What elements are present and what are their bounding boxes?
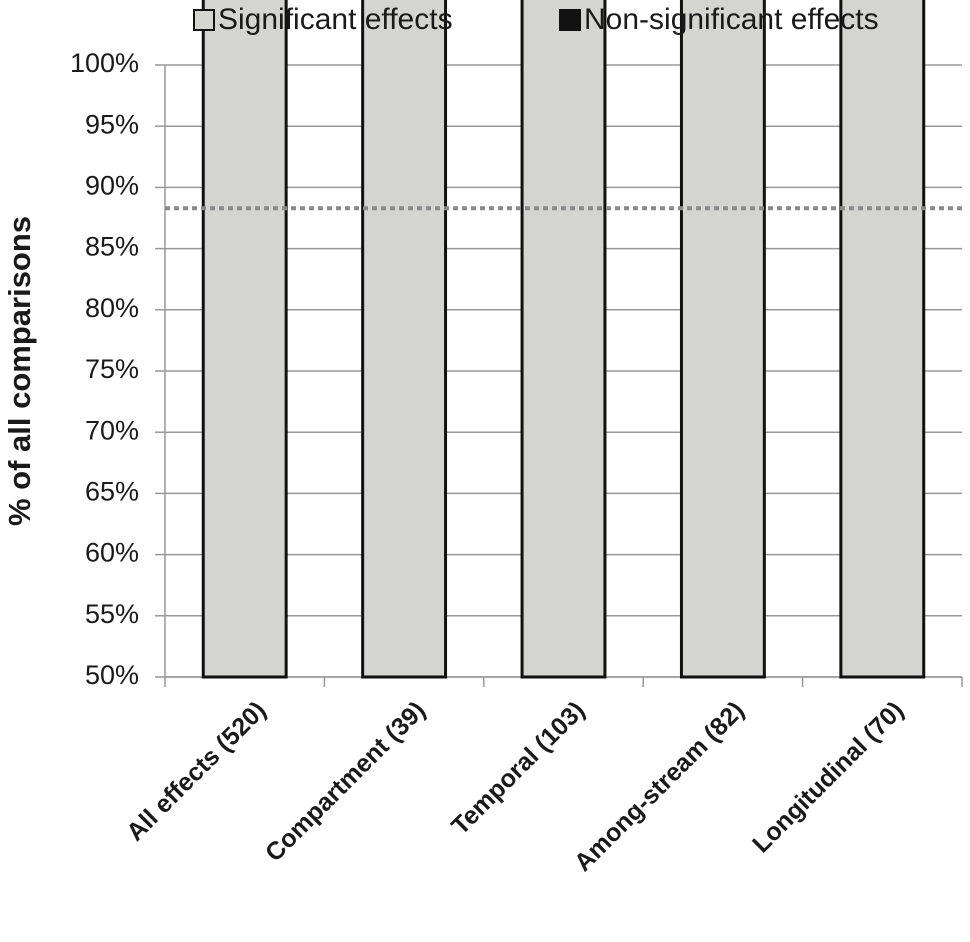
y-tick-label: 60% — [85, 538, 139, 568]
x-tick-label: All effects (520) — [121, 696, 271, 846]
bar-segment — [520, 0, 607, 679]
y-tick-label: 90% — [85, 171, 139, 201]
x-tick-label: Among-stream (82) — [569, 696, 750, 877]
bar-segment — [839, 0, 926, 679]
legend-swatch — [559, 9, 581, 31]
y-axis-label: % of all comparisons — [2, 216, 37, 526]
bar-segment — [361, 0, 448, 679]
y-tick-label: 85% — [85, 232, 139, 262]
bar-segment — [201, 0, 288, 679]
x-tick-label: Temporal (103) — [446, 696, 590, 840]
y-tick-label: 55% — [85, 599, 139, 629]
x-tick-label: Longitudinal (70) — [747, 696, 909, 858]
x-tick-label: Compartment (39) — [260, 696, 431, 867]
y-tick-label: 80% — [85, 293, 139, 323]
bar-segment — [679, 0, 766, 679]
legend-label: Significant effects — [218, 3, 453, 36]
legend-swatch — [193, 9, 215, 31]
y-tick-label: 75% — [85, 354, 139, 384]
y-tick-label: 50% — [85, 660, 139, 690]
y-tick-label: 70% — [85, 415, 139, 445]
y-tick-label: 100% — [70, 48, 139, 78]
legend-label: Non-significant effects — [584, 3, 879, 36]
y-tick-label: 95% — [85, 109, 139, 139]
y-tick-label: 65% — [85, 477, 139, 507]
